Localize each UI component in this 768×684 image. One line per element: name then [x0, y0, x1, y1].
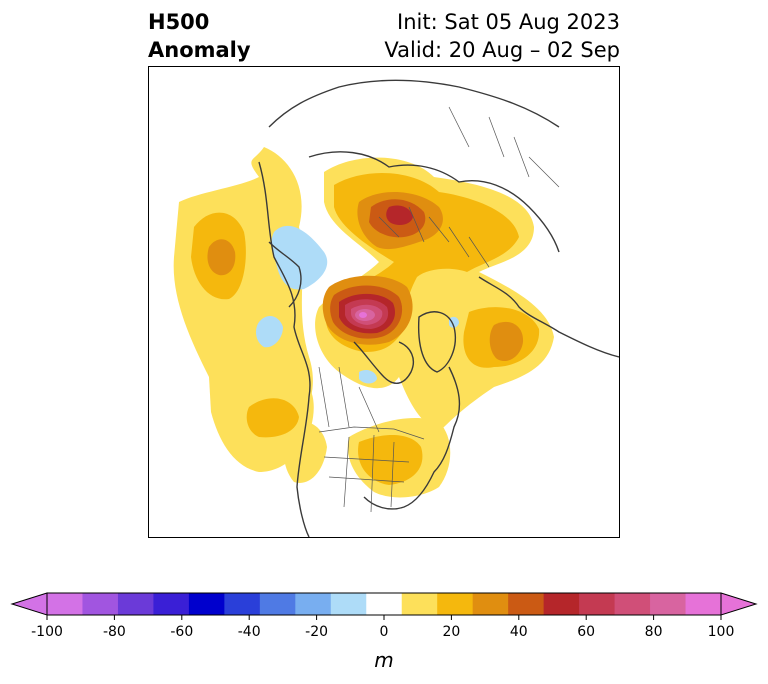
colorbar-cell: [614, 593, 651, 615]
anomaly-region-greenland-blue: [449, 316, 459, 328]
coastline-alaska: [268, 241, 302, 308]
colorbar-tick-label: 40: [509, 624, 528, 640]
coastline-europe: [478, 276, 619, 358]
anomaly-region-alaska-blue: [271, 225, 328, 290]
colorbar-cell: [117, 593, 154, 615]
anomaly-colorbar: [10, 592, 758, 620]
colorbar-cells: [47, 593, 722, 615]
colorbar-cell: [295, 593, 332, 615]
colorbar-tick-label: 100: [707, 624, 735, 640]
colorbar-tick-label: -100: [31, 624, 63, 640]
colorbar-tick-label: -80: [102, 624, 126, 640]
colorbar-unit-label: m: [374, 648, 394, 672]
anomaly-map: [148, 66, 620, 538]
map-subtitle: Init: Sat 05 Aug 2023 Valid: 20 Aug – 02…: [384, 8, 620, 64]
border-canada-us: [318, 426, 425, 440]
coastline-north-america-west: [258, 161, 311, 537]
coastlines-layer: [258, 79, 619, 537]
coastline-eurasia-north: [308, 151, 560, 253]
colorbar-tick-label: -20: [305, 624, 329, 640]
anomaly-map-svg: [173, 79, 619, 537]
colorbar-cell: [579, 593, 616, 615]
anomaly-region-pacific-orange: [207, 239, 236, 276]
colorbar-tick-label: -40: [237, 624, 261, 640]
colorbar-over-arrow: [720, 592, 758, 616]
anomaly-region-atlantic-orange: [489, 321, 524, 362]
colorbar-tick-label: 80: [644, 624, 663, 640]
anomaly-region-bering-blue: [256, 315, 283, 348]
colorbar-tick-label: -60: [170, 624, 194, 640]
colorbar-cell: [685, 593, 722, 615]
valid-range-label: Valid: 20 Aug – 02 Sep: [384, 38, 620, 62]
anomaly-region-east-na-gold: [358, 435, 423, 485]
init-date-label: Init: Sat 05 Aug 2023: [397, 10, 620, 34]
colorbar-tick-label: 20: [442, 624, 461, 640]
colorbar-ticks: [46, 615, 722, 620]
colorbar-cell: [508, 593, 545, 615]
title-variable: H500: [148, 10, 210, 34]
border-russia-regions: [378, 206, 490, 268]
border-canada-provinces: [318, 366, 380, 433]
colorbar-cell: [224, 593, 261, 615]
coastline-asia-east: [268, 79, 560, 128]
colorbar-tick-label: 60: [577, 624, 596, 640]
colorbar-under-arrow: [10, 592, 48, 616]
border-asia-countries: [448, 106, 560, 188]
title-field: Anomaly: [148, 38, 251, 62]
colorbar-cell: [366, 593, 403, 615]
colorbar-cell: [330, 593, 367, 615]
border-us-states: [323, 434, 410, 513]
colorbar-cell: [82, 593, 119, 615]
coastline-hudson-bay: [353, 341, 415, 384]
anomaly-region-canada-blue: [359, 369, 377, 384]
colorbar-cell: [401, 593, 438, 615]
anomaly-region-west-na-yellow: [283, 420, 327, 483]
map-title: H500 Anomaly: [148, 8, 251, 64]
anomaly-light-blue-layer: [256, 225, 459, 384]
colorbar-cell: [47, 593, 83, 615]
colorbar-cell: [543, 593, 580, 615]
anomaly-region-pole-max: [359, 312, 367, 318]
coastline-north-america-east: [363, 366, 461, 510]
anomaly-region-bering-gold: [246, 398, 299, 438]
colorbar-cell: [188, 593, 225, 615]
colorbar-cell: [437, 593, 474, 615]
colorbar-cell: [472, 593, 509, 615]
colorbar-cell: [259, 593, 296, 615]
colorbar-cell: [153, 593, 190, 615]
colorbar-cell: [650, 593, 687, 615]
coastline-greenland: [417, 311, 456, 373]
political-borders-layer: [318, 106, 560, 513]
colorbar-tick-label: 0: [379, 624, 389, 640]
anomaly-region-siberia-red: [386, 205, 413, 225]
